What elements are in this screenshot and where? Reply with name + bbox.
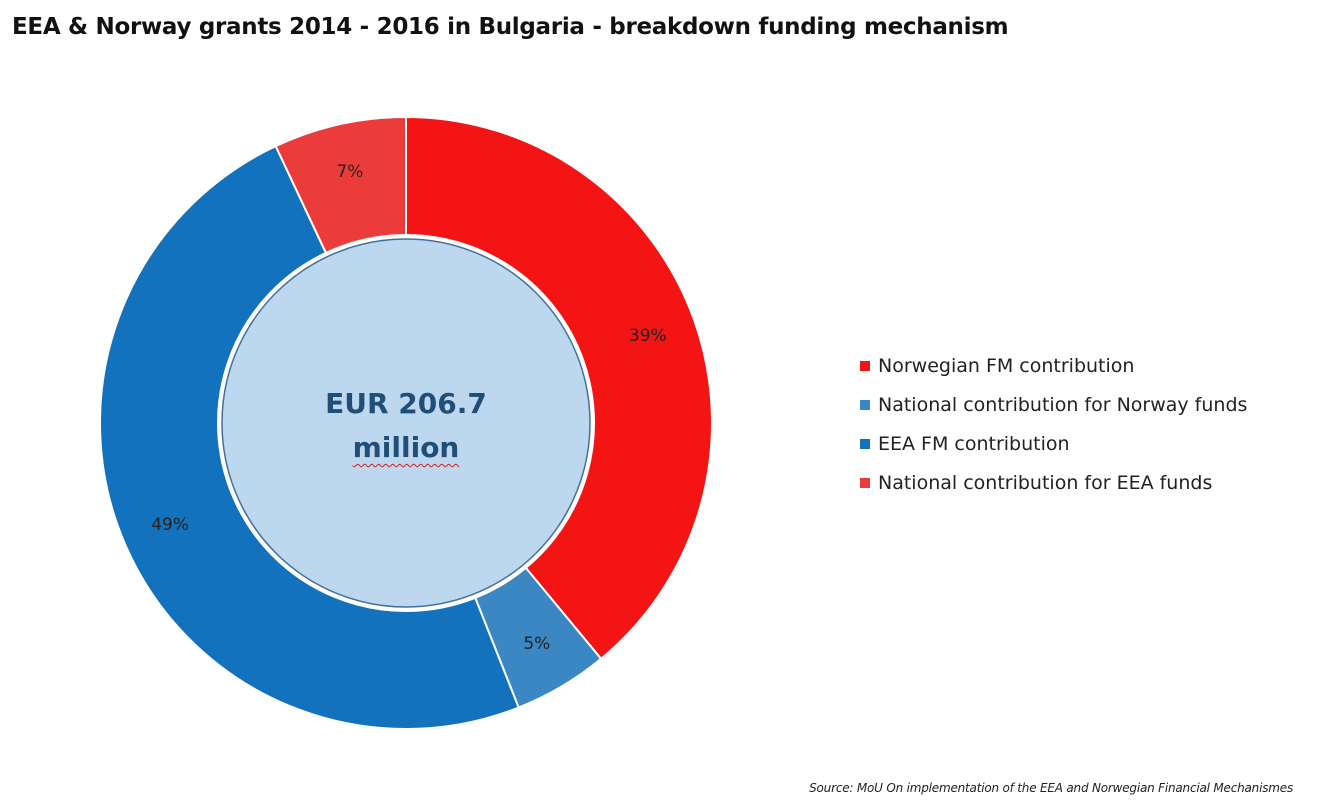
center-label-line-2: million bbox=[222, 426, 590, 470]
slice-norwegian-fm bbox=[405, 115, 713, 661]
legend: Norwegian FM contribution National contr… bbox=[860, 346, 1247, 502]
legend-swatch bbox=[860, 360, 870, 371]
legend-item-norwegian-fm: Norwegian FM contribution bbox=[860, 346, 1247, 385]
center-label-line-2-text: million bbox=[352, 431, 460, 464]
chart-title: EEA & Norway grants 2014 - 2016 in Bulga… bbox=[12, 14, 1009, 40]
center-total-label: EUR 206.7 million bbox=[222, 382, 590, 470]
legend-swatch bbox=[860, 399, 870, 410]
data-label-national-eea: 7% bbox=[336, 162, 363, 182]
legend-label: Norwegian FM contribution bbox=[878, 354, 1135, 377]
legend-item-national-eea: National contribution for EEA funds bbox=[860, 463, 1247, 502]
source-note: Source: MoU On implementation of the EEA… bbox=[809, 781, 1293, 795]
legend-label: National contribution for EEA funds bbox=[878, 471, 1213, 494]
data-label-eea-fm: 49% bbox=[151, 515, 189, 535]
legend-item-eea-fm: EEA FM contribution bbox=[860, 424, 1247, 463]
center-label-line-1: EUR 206.7 bbox=[325, 387, 487, 420]
slice-national-eea bbox=[274, 115, 407, 255]
data-label-norwegian-fm: 39% bbox=[629, 326, 667, 346]
slice-eea-fm bbox=[99, 144, 520, 730]
legend-swatch bbox=[860, 438, 870, 449]
legend-label: EEA FM contribution bbox=[878, 432, 1070, 455]
legend-label: National contribution for Norway funds bbox=[878, 393, 1248, 416]
legend-swatch bbox=[860, 477, 870, 488]
data-label-national-norway: 5% bbox=[523, 634, 550, 654]
legend-item-national-norway: National contribution for Norway funds bbox=[860, 385, 1247, 424]
center-circle bbox=[221, 238, 591, 608]
